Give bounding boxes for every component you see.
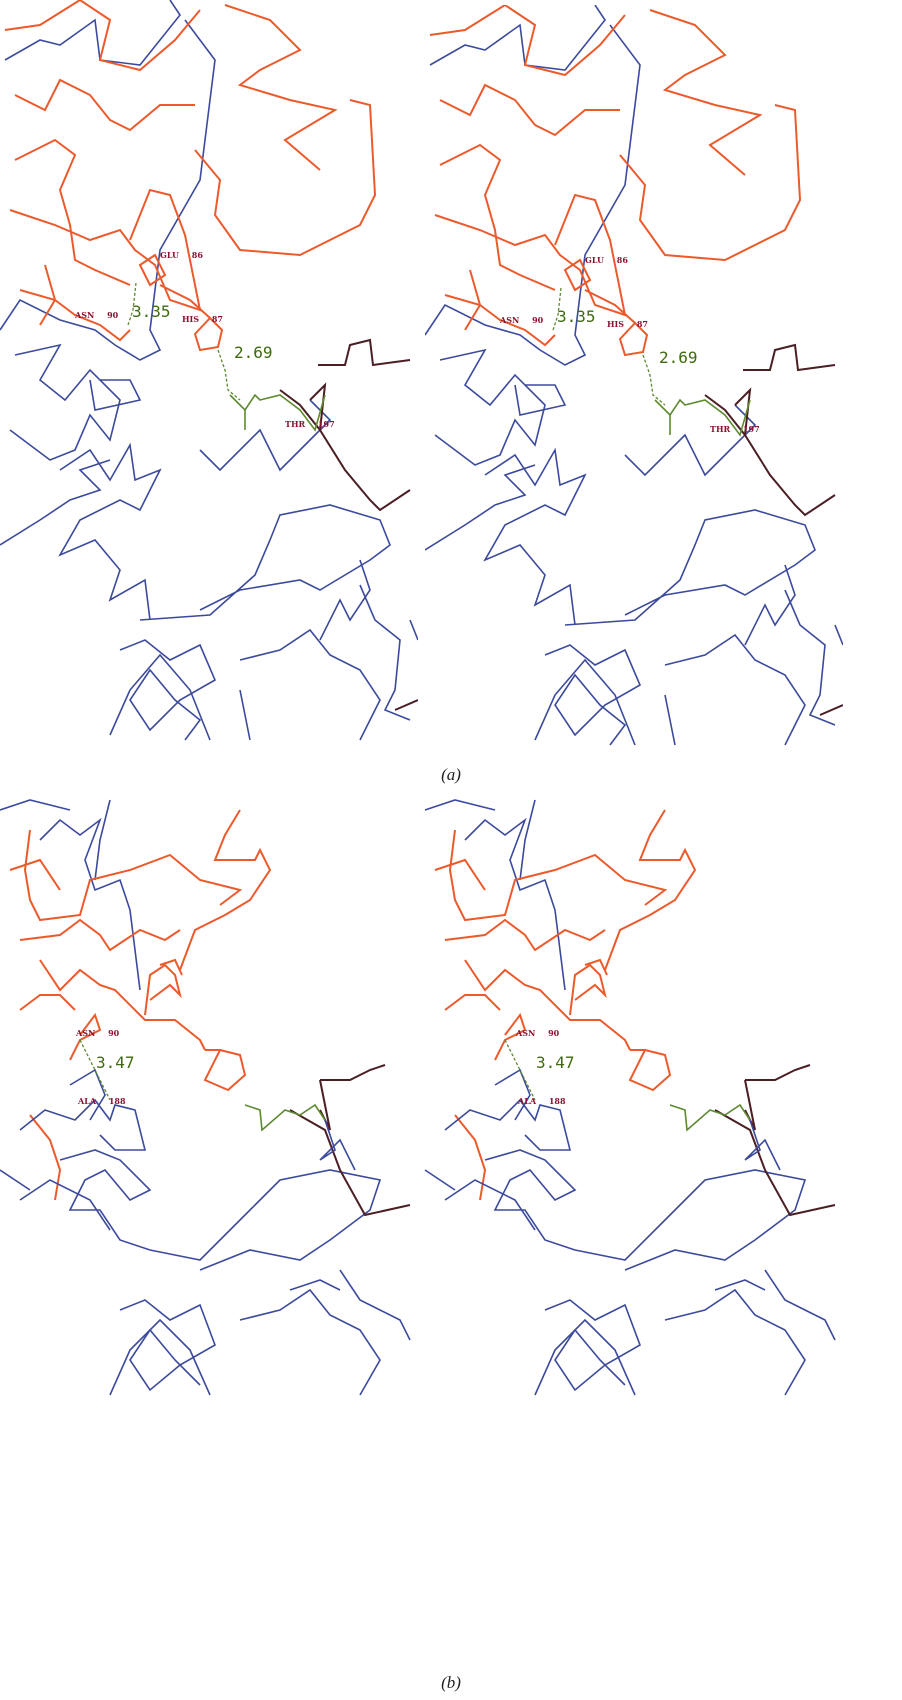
residue-label: ASN 90: [499, 315, 544, 325]
stereo-left-a: [0, 0, 418, 740]
residue-label: HIS 87: [182, 314, 223, 324]
distance-label: 3.47: [536, 1053, 575, 1072]
residue-label: GLU 86: [585, 255, 628, 265]
labels: GLU 86 ASN 90 HIS 87 THR 197 3.35 2.69 GLU 86 A…: [74, 250, 760, 1692]
residue-label: ASN 90: [75, 1028, 120, 1038]
residue-label: THR 197: [285, 419, 335, 429]
distance-label: 3.35: [132, 302, 171, 321]
distance-label: 3.35: [557, 307, 596, 326]
figure: GLU 86 ASN 90 HIS 87 THR 197 3.35 2.69 GLU 86 A…: [0, 0, 902, 1700]
residue-label: ALA 188: [77, 1096, 126, 1106]
residue-label: ALA 188: [517, 1096, 566, 1106]
residue-label: THR 197: [710, 424, 760, 434]
distance-label: 3.47: [96, 1053, 135, 1072]
stereo-right-a: [425, 5, 843, 745]
panel-label: (a): [441, 765, 461, 784]
residue-label: ASN 90: [74, 310, 119, 320]
residue-label: GLU 86: [160, 250, 203, 260]
residue-label: ASN 90: [515, 1028, 560, 1038]
residue-label: HIS 87: [607, 319, 648, 329]
stereo-right-b: [425, 800, 835, 1395]
stereo-left-b: [0, 800, 410, 1395]
distance-label: 2.69: [234, 343, 273, 362]
page: GLU 86 ASN 90 HIS 87 THR 197 3.35 2.69 GLU 86 A…: [0, 0, 902, 1700]
panel-label: (b): [441, 1673, 461, 1692]
distance-label: 2.69: [659, 348, 698, 367]
